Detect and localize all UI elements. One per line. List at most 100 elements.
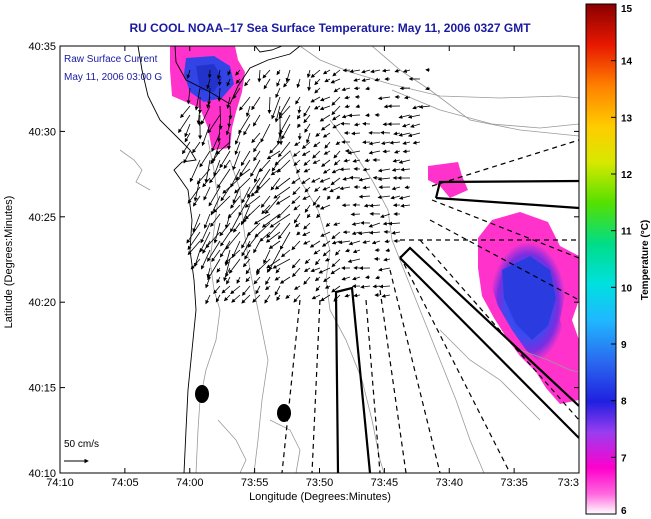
current-vector	[224, 249, 241, 264]
current-vector	[235, 168, 251, 181]
current-vector	[304, 204, 311, 213]
current-vector	[274, 177, 291, 190]
colorbar-tick-label: 9	[621, 340, 627, 351]
current-vector	[357, 231, 371, 236]
current-vector	[192, 195, 201, 207]
current-vector	[219, 222, 231, 237]
current-vector	[293, 204, 301, 211]
current-vector	[210, 213, 221, 228]
current-vector	[273, 186, 291, 199]
current-vector	[200, 249, 211, 270]
current-vector	[311, 294, 321, 300]
current-vector	[274, 285, 281, 296]
current-vector	[207, 114, 221, 134]
current-vector	[230, 213, 241, 233]
current-vector	[330, 267, 341, 275]
current-vector	[245, 105, 251, 117]
current-vector	[206, 78, 211, 90]
current-vector	[206, 267, 211, 279]
current-vector	[232, 87, 241, 100]
current-vector	[348, 240, 361, 246]
current-vector	[224, 213, 231, 229]
current-vector	[232, 186, 241, 204]
current-vector	[203, 213, 211, 229]
current-vector	[307, 78, 312, 92]
current-vector	[250, 186, 261, 197]
y-tick-label: 40:35	[28, 41, 56, 53]
current-vector	[256, 267, 261, 276]
current-vector	[266, 258, 281, 269]
current-vector	[269, 213, 291, 228]
sst-patch-east-small	[428, 162, 468, 198]
current-vector	[400, 167, 411, 172]
current-vector	[200, 105, 211, 125]
current-vector	[225, 231, 241, 250]
colorbar-tick-label: 14	[621, 57, 633, 68]
current-vector	[310, 69, 321, 78]
current-vector	[278, 105, 291, 119]
current-vector	[223, 258, 231, 282]
current-vector	[210, 195, 221, 216]
current-vector	[243, 123, 251, 136]
current-vector	[221, 285, 231, 294]
current-vector	[206, 96, 211, 109]
current-vector	[314, 276, 321, 282]
current-vector	[294, 222, 301, 228]
current-vector	[241, 294, 251, 304]
current-vector	[377, 177, 391, 181]
colorbar-tick-label: 6	[621, 506, 627, 517]
current-vector	[276, 204, 291, 219]
current-vector	[322, 186, 331, 191]
current-vector	[278, 96, 291, 117]
current-vector	[264, 294, 271, 304]
current-vector	[296, 168, 301, 174]
current-vector	[261, 213, 281, 228]
current-vector	[241, 240, 251, 257]
map-title: RU COOL NOAA–17 Sea Surface Temperature:…	[129, 21, 531, 35]
current-vector	[274, 276, 281, 281]
current-vector	[281, 123, 291, 140]
current-vector	[199, 231, 211, 253]
current-vector	[304, 186, 311, 193]
current-vector	[330, 78, 341, 84]
colorbar-gradient	[585, 3, 617, 515]
current-vector	[296, 231, 301, 236]
current-vector	[291, 258, 301, 269]
current-vector	[244, 249, 251, 260]
current-vector	[276, 159, 291, 173]
current-vector	[226, 78, 231, 87]
x-axis-label: Longitude (Degrees:Minutes)	[249, 491, 391, 503]
current-vector	[194, 87, 201, 111]
current-vector	[233, 222, 241, 233]
current-vector	[216, 123, 221, 143]
current-vector	[302, 195, 311, 200]
current-vector	[205, 276, 211, 289]
current-vector	[333, 87, 341, 93]
current-vector	[277, 222, 291, 240]
current-vector	[184, 132, 191, 143]
current-vector	[322, 132, 331, 138]
current-vector	[209, 168, 221, 184]
current-vector	[291, 267, 301, 278]
current-vector	[210, 150, 221, 165]
radar-beam-lines	[281, 139, 579, 473]
current-vector	[333, 159, 341, 166]
current-vector	[190, 258, 201, 270]
current-vector	[213, 159, 221, 177]
current-vector	[270, 177, 281, 191]
current-vector	[274, 150, 291, 166]
current-vector	[223, 294, 231, 302]
current-vector	[324, 141, 331, 149]
current-vector	[291, 240, 301, 251]
current-vector	[235, 78, 241, 84]
current-vector	[220, 231, 231, 247]
current-vector	[274, 105, 281, 123]
x-tick-label: 73:55	[241, 477, 269, 489]
current-vector	[314, 186, 321, 192]
current-vector	[365, 275, 371, 280]
current-vector	[304, 258, 311, 264]
current-vector	[220, 186, 231, 202]
current-vector	[389, 140, 401, 145]
current-vector	[228, 258, 241, 274]
current-vector	[315, 203, 321, 208]
